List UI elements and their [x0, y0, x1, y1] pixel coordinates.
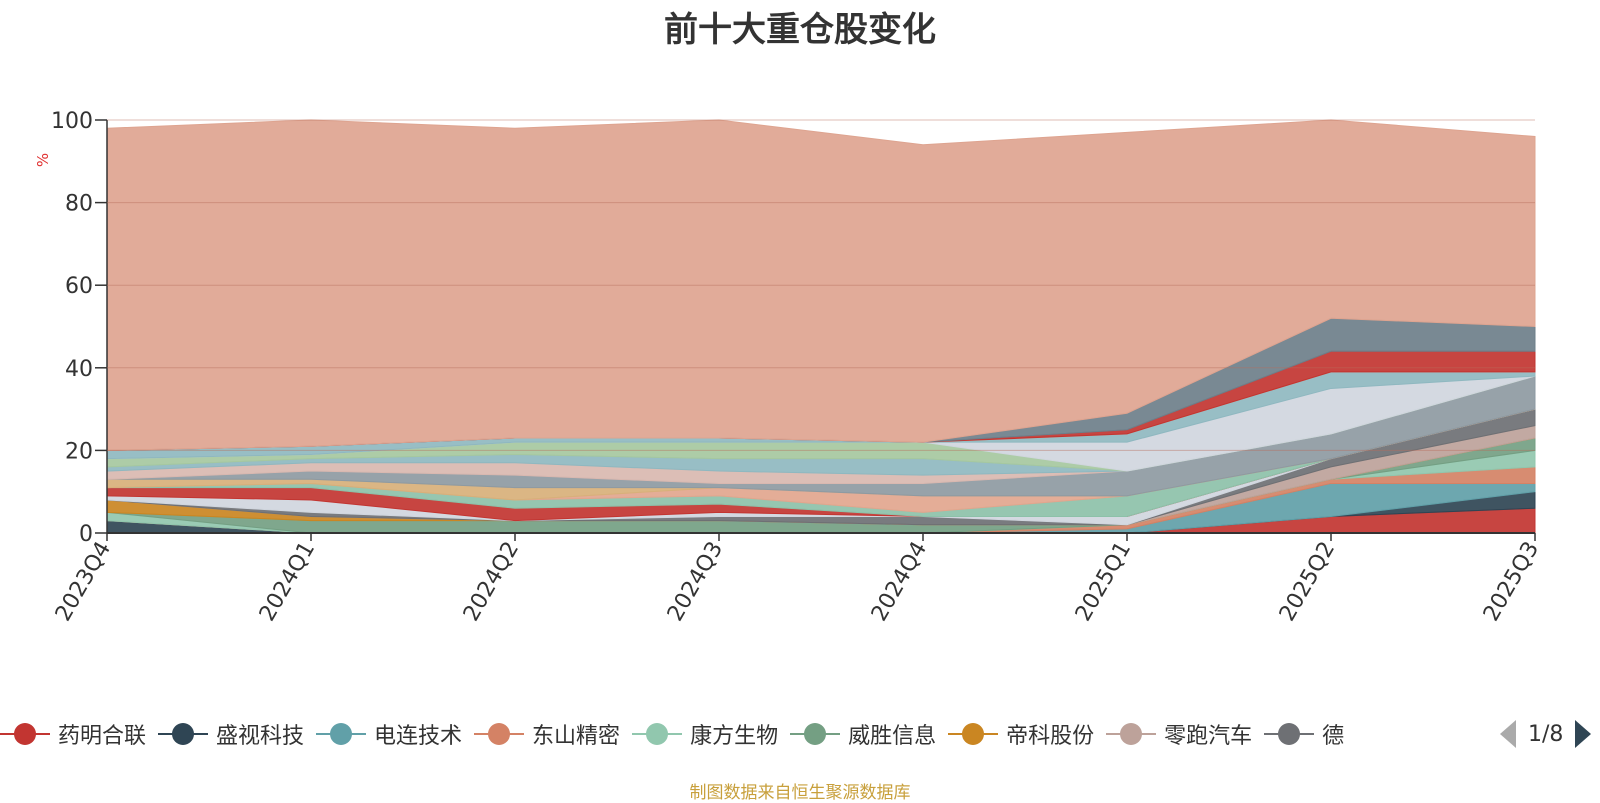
legend-item[interactable]: 帝科股份 — [948, 712, 1094, 756]
legend-label: 康方生物 — [690, 724, 779, 749]
x-tick-label: 2024Q3 — [663, 538, 728, 626]
legend-label: 帝科股份 — [1006, 724, 1095, 749]
legend-item[interactable]: 德 — [1264, 712, 1344, 756]
legend-marker-icon — [316, 722, 367, 746]
legend-label: 东山精密 — [532, 724, 621, 749]
legend-marker-icon — [632, 722, 683, 746]
x-tick-label: 2024Q1 — [255, 538, 320, 626]
legend-label: 电连技术 — [374, 724, 463, 749]
legend-marker-icon — [158, 722, 209, 746]
x-tick-label: 2023Q4 — [51, 538, 116, 626]
y-tick-label: 80 — [65, 192, 93, 217]
legend-item[interactable]: 东山精密 — [474, 712, 620, 756]
chart-area: 0 20 40 60 80 100 2023Q4 2024Q1 2024Q2 2024Q3 2024… — [34, 109, 1544, 626]
legend-label: 威胜信息 — [848, 724, 937, 749]
legend-marker-icon — [474, 722, 525, 746]
y-tick-label: 40 — [65, 357, 93, 382]
y-tick-label: 100 — [51, 109, 93, 134]
legend: 药明合联 盛视科技 电连技术 东山精密 康方生物 威胜信息 帝科股份 零跑汽车 德 — [0, 712, 1482, 756]
pager-text: 1/8 — [1528, 721, 1564, 747]
x-tick-label: 2024Q2 — [459, 538, 524, 626]
legend-marker-icon — [1264, 722, 1315, 746]
legend-pager: 1/8 — [1500, 716, 1592, 752]
legend-label: 药明合联 — [58, 724, 147, 749]
legend-marker-icon — [1106, 722, 1157, 746]
y-tick-label: 60 — [65, 274, 93, 299]
legend-label: 德 — [1322, 724, 1345, 749]
legend-label: 零跑汽车 — [1164, 724, 1253, 749]
legend-marker-icon — [948, 722, 999, 746]
y-axis-label: % — [34, 153, 52, 167]
legend-item[interactable]: 零跑汽车 — [1106, 712, 1252, 756]
stacked-areas — [106, 119, 1536, 534]
pager-next-icon[interactable] — [1575, 720, 1592, 748]
source-note: 制图数据来自恒生聚源数据库 — [689, 783, 911, 803]
x-tick-label: 2025Q1 — [1071, 538, 1136, 626]
area-series-23 — [106, 119, 1536, 451]
x-tick-label: 2025Q3 — [1479, 538, 1544, 626]
legend-item[interactable]: 威胜信息 — [790, 712, 936, 756]
legend-item[interactable]: 康方生物 — [632, 712, 778, 756]
chart-title: 前十大重仓股变化 — [664, 10, 936, 50]
grid-lines — [107, 119, 1535, 451]
x-tick-label: 2025Q2 — [1275, 538, 1340, 626]
y-tick-label: 0 — [79, 522, 93, 547]
legend-item[interactable]: 药明合联 — [0, 712, 146, 756]
pager-prev-icon[interactable] — [1500, 720, 1516, 748]
y-tick-label: 20 — [65, 439, 93, 464]
x-tick-label: 2024Q4 — [867, 538, 932, 626]
legend-marker-icon — [790, 722, 841, 746]
legend-item[interactable]: 电连技术 — [316, 712, 462, 756]
legend-marker-icon — [0, 722, 50, 746]
legend-label: 盛视科技 — [216, 724, 305, 749]
legend-item[interactable]: 盛视科技 — [158, 712, 304, 756]
